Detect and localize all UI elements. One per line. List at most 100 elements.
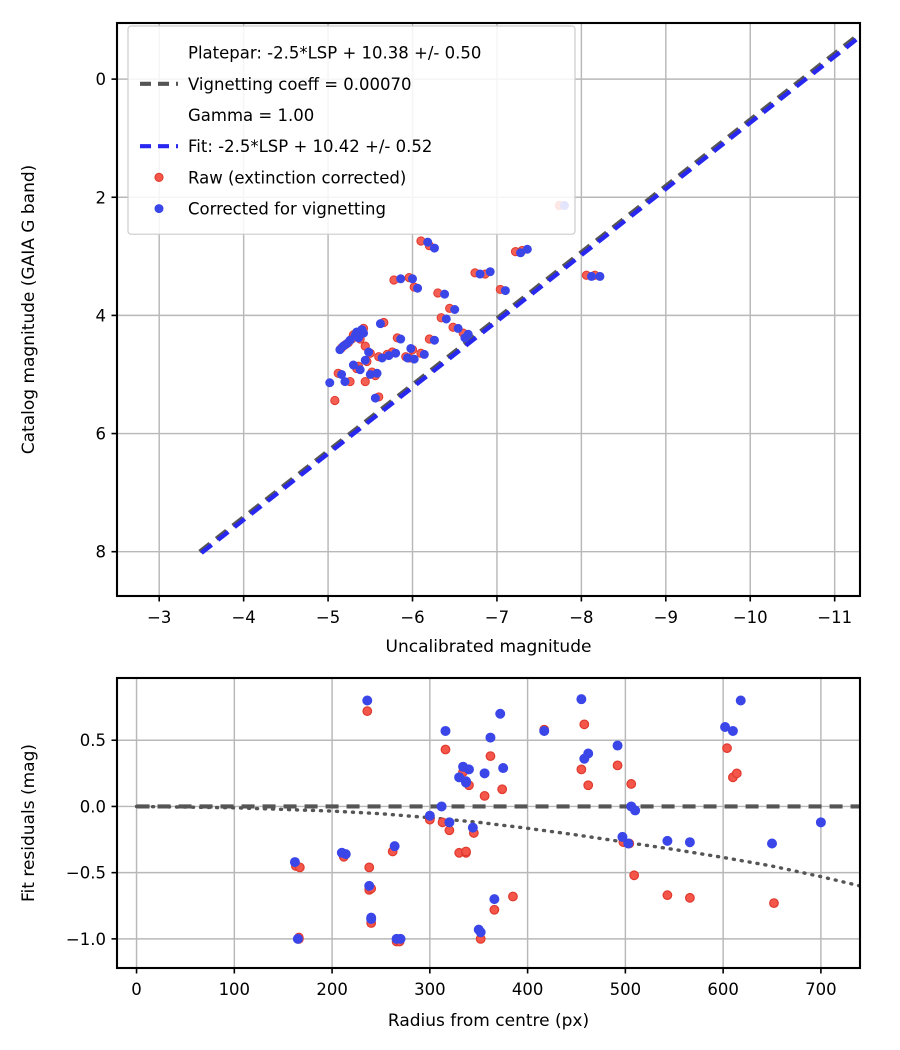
legend-entry-label: Gamma = 1.00	[188, 106, 314, 125]
residual-point-corrected	[436, 801, 447, 812]
residual-point-corrected	[463, 764, 474, 775]
data-point-corrected	[453, 323, 463, 333]
residual-point-corrected	[489, 894, 500, 905]
legend-entry-label: Vignetting coeff = 0.00070	[188, 75, 412, 94]
legend-entry-label: Platepar: -2.5*LSP + 10.38 +/- 0.50	[188, 44, 481, 63]
xtick-label: 700	[805, 980, 837, 999]
ytick-label: 0	[96, 70, 107, 89]
ytick-label: 0.0	[80, 797, 106, 816]
data-point-corrected	[337, 369, 347, 379]
residual-point-raw	[662, 890, 673, 901]
residual-point-corrected	[467, 822, 478, 833]
data-point-corrected	[348, 360, 358, 370]
residual-point-corrected	[576, 694, 587, 705]
xtick-label: −10	[733, 608, 768, 627]
ytick-label: 0.5	[80, 731, 106, 750]
data-point-corrected	[460, 333, 470, 343]
data-point-corrected	[396, 334, 406, 344]
data-point-corrected	[340, 377, 350, 387]
residual-point-corrected	[767, 838, 778, 849]
residual-point-corrected	[815, 817, 826, 828]
data-point-raw	[330, 395, 340, 406]
data-point-corrected	[360, 355, 370, 365]
xtick-label: 600	[707, 980, 739, 999]
xtick-label: 200	[316, 980, 348, 999]
ytick-label: 4	[96, 306, 107, 325]
residual-point-corrected	[630, 805, 641, 816]
residual-point-corrected	[495, 708, 506, 719]
xtick-label: 400	[512, 980, 544, 999]
residuals-plot: 0 100 200 300 400 500 600 700 0.5 0.0 −0.5 −1.0 Radi…	[19, 676, 862, 1031]
xtick-label: −8	[569, 608, 593, 627]
data-point-corrected	[587, 271, 597, 281]
ytick-label: −1.0	[66, 930, 106, 949]
ytick-label: 6	[96, 425, 107, 444]
data-point-corrected	[409, 354, 419, 364]
xtick-label: −6	[400, 608, 424, 627]
xtick-label: 0	[131, 980, 142, 999]
residual-corrected-group	[289, 694, 826, 944]
data-point-corrected	[440, 289, 450, 299]
data-point-corrected	[375, 319, 385, 329]
legend-box	[127, 25, 576, 235]
residual-point-corrected	[727, 725, 738, 736]
legend-entry-label: Corrected for vignetting	[188, 200, 386, 219]
residual-point-corrected	[479, 768, 490, 779]
residual-point-raw	[364, 862, 375, 873]
data-point-corrected	[441, 314, 451, 324]
residual-raw-group	[291, 706, 779, 947]
y-axis-label: Fit residuals (mag)	[19, 744, 39, 902]
x-axis-label: Radius from centre (px)	[388, 1011, 589, 1031]
residual-point-raw	[576, 764, 587, 775]
residuals-ticks: 0 100 200 300 400 500 600 700 0.5 0.0 −0.5 −1.0	[66, 731, 837, 999]
legend-entry-label: Raw (extinction corrected)	[188, 168, 406, 187]
residual-point-corrected	[461, 776, 472, 787]
data-point-corrected	[429, 335, 439, 345]
residual-point-corrected	[340, 849, 351, 860]
data-point-corrected	[370, 393, 380, 403]
data-point-corrected	[500, 286, 510, 296]
data-point-corrected	[419, 349, 429, 359]
residual-point-corrected	[612, 740, 623, 751]
residual-point-raw	[485, 751, 496, 762]
x-axis-label: Uncalibrated magnitude	[386, 637, 592, 657]
residual-point-corrected	[366, 912, 377, 923]
residual-point-corrected	[395, 933, 406, 944]
xtick-label: −11	[817, 608, 852, 627]
data-point-corrected	[364, 347, 374, 357]
data-point-corrected	[429, 243, 439, 253]
fit-line	[200, 34, 860, 555]
xtick-label: 100	[219, 980, 251, 999]
residual-point-raw	[579, 719, 590, 730]
residual-point-raw	[440, 744, 451, 755]
data-point-corrected	[595, 271, 605, 281]
residual-point-corrected	[440, 725, 451, 736]
data-point-corrected	[325, 378, 335, 388]
data-point-corrected	[423, 237, 433, 247]
ytick-label: 2	[96, 188, 107, 207]
residual-point-raw	[461, 846, 471, 857]
xtick-label: −9	[654, 608, 678, 627]
residual-point-corrected	[720, 721, 731, 732]
residual-point-corrected	[623, 838, 634, 849]
xtick-label: −5	[316, 608, 340, 627]
xtick-label: 300	[414, 980, 446, 999]
data-point-raw	[360, 376, 370, 387]
legend: Platepar: -2.5*LSP + 10.38 +/- 0.50 Vigne…	[127, 25, 576, 235]
platepar-fit-line	[198, 31, 860, 554]
legend-marker-corrected	[154, 204, 164, 214]
residual-point-raw	[684, 892, 695, 903]
data-point-corrected	[522, 244, 532, 254]
data-point-corrected	[365, 369, 375, 379]
data-point-corrected	[450, 304, 460, 314]
residual-point-corrected	[662, 835, 673, 846]
residual-point-corrected	[364, 880, 375, 891]
data-point-corrected	[485, 267, 495, 277]
residual-point-raw	[489, 904, 500, 915]
xtick-label: 500	[610, 980, 642, 999]
residual-point-corrected	[485, 732, 496, 743]
ytick-label: 8	[96, 543, 107, 562]
xtick-label: −4	[231, 608, 255, 627]
data-point-corrected	[396, 274, 406, 284]
